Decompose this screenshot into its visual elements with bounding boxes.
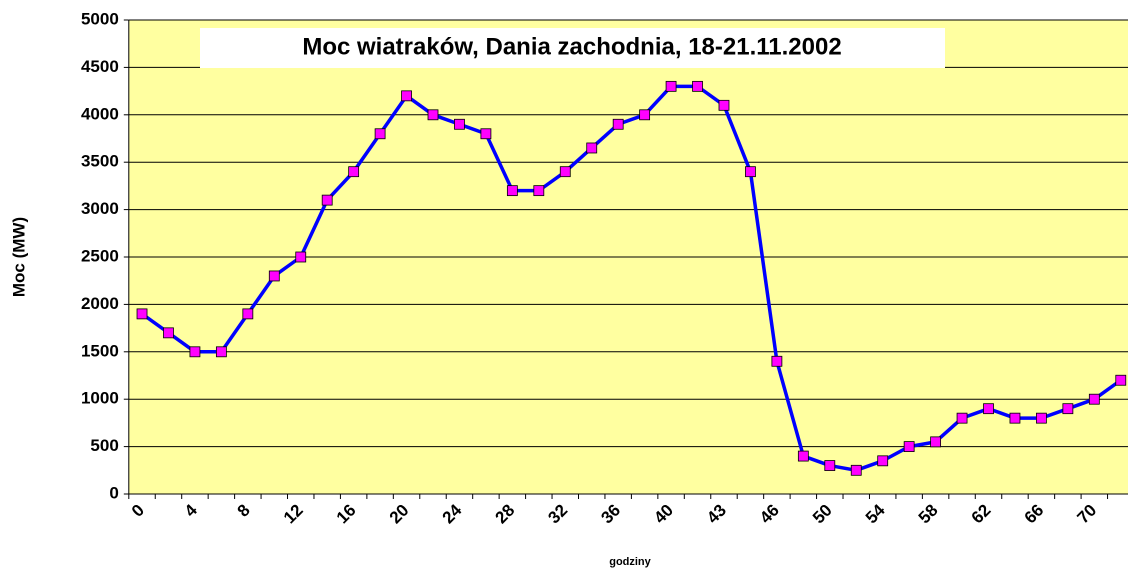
point-marker (1036, 412, 1047, 424)
chart-title: Moc wiatraków, Dania zachodnia, 18-21.11… (302, 33, 841, 60)
x-axis-label: godziny (609, 556, 651, 568)
point-marker (692, 80, 703, 92)
point-marker (1088, 393, 1100, 405)
x-tick-label: 8 (234, 501, 254, 521)
point-marker (612, 118, 624, 130)
point-marker (930, 436, 942, 448)
y-tick-label: 0 (109, 483, 118, 502)
y-tick-label: 4000 (81, 104, 119, 123)
y-tick-label: 5000 (81, 9, 119, 28)
point-marker (189, 346, 201, 358)
y-tick-label: 2000 (81, 294, 119, 313)
point-marker (427, 109, 439, 121)
point-marker (983, 403, 994, 415)
point-marker (559, 166, 571, 178)
point-marker (401, 90, 412, 102)
x-tick-label: 32 (544, 501, 571, 528)
point-marker (348, 166, 360, 178)
x-tick-label: 62 (968, 501, 995, 528)
title-box (200, 28, 945, 68)
point-marker (903, 441, 915, 453)
point-marker (745, 166, 756, 178)
y-tick-label: 1000 (81, 389, 119, 408)
point-marker (1115, 374, 1127, 386)
x-tick-label: 4 (181, 500, 202, 521)
point-marker (295, 251, 307, 263)
point-marker (1062, 403, 1074, 415)
x-tick-label: 0 (128, 501, 148, 521)
point-marker (956, 412, 968, 424)
plot-area: 0500100015002000250030003500400045005000… (81, 9, 1128, 527)
y-tick-label: 3000 (81, 199, 119, 218)
point-marker (850, 464, 862, 476)
point-marker (163, 327, 174, 339)
x-tick-label: 43 (703, 501, 730, 528)
x-tick-label: 54 (862, 500, 889, 527)
y-tick-label: 2500 (81, 246, 119, 265)
point-marker (268, 270, 280, 282)
x-tick-label: 58 (915, 501, 942, 528)
x-tick-label: 28 (492, 501, 519, 528)
x-tick-label: 12 (280, 501, 307, 528)
x-tick-label: 24 (439, 500, 466, 527)
x-tick-label: 46 (756, 501, 783, 528)
x-tick-label: 20 (386, 501, 413, 528)
point-marker (639, 109, 651, 121)
x-tick-label: 36 (597, 501, 624, 528)
y-tick-label: 500 (90, 436, 118, 455)
point-marker (506, 185, 518, 197)
x-tick-label: 16 (333, 501, 360, 528)
point-marker (242, 308, 254, 320)
point-marker (136, 308, 148, 320)
point-marker (480, 128, 492, 140)
point-marker (374, 128, 386, 140)
point-marker (321, 194, 333, 206)
point-marker (533, 185, 545, 197)
y-tick-label: 1500 (81, 341, 119, 360)
x-tick-label: 40 (650, 501, 677, 528)
y-tick-label: 3500 (81, 152, 119, 171)
x-tick-label: 50 (809, 501, 836, 528)
point-marker (877, 455, 889, 467)
point-marker (215, 346, 227, 358)
point-marker (797, 450, 809, 462)
x-tick-label: 66 (1021, 501, 1048, 528)
point-marker (665, 80, 677, 92)
y-tick-label: 4500 (81, 57, 119, 76)
point-marker (454, 118, 465, 130)
x-tick-label: 70 (1074, 501, 1101, 528)
point-marker (586, 142, 598, 154)
point-marker (1009, 412, 1021, 424)
y-axis-label: Moc (MW) (9, 217, 28, 297)
point-marker (771, 355, 783, 367)
point-marker (824, 460, 836, 471)
point-marker (718, 99, 730, 111)
